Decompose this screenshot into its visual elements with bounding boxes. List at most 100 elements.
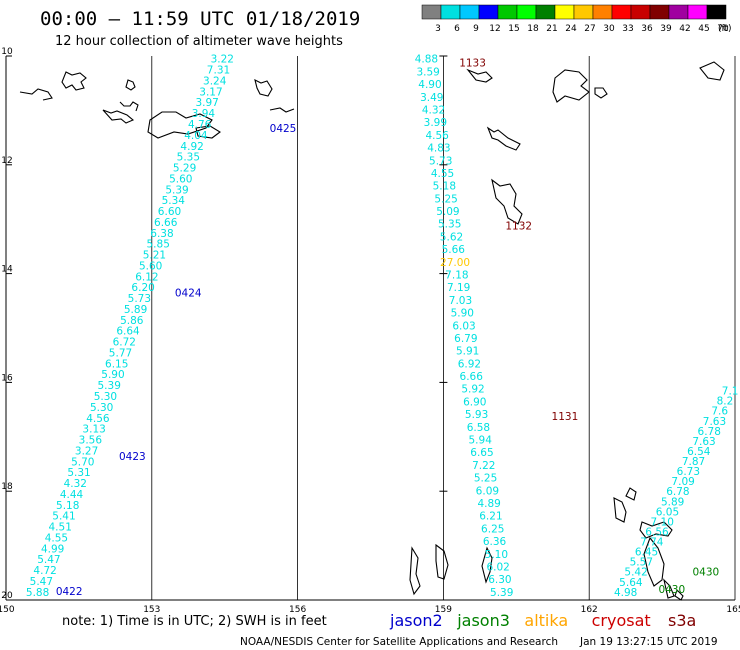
track-time-label: 0430 xyxy=(692,567,719,579)
x-tick-label: 165 xyxy=(726,605,740,615)
wave-height-value: 5.41 xyxy=(52,511,75,523)
wave-height-value: 5.62 xyxy=(440,231,463,243)
coastline-island xyxy=(625,487,637,501)
wave-height-value: 6.90 xyxy=(463,396,486,408)
track-time-label: 0425 xyxy=(270,123,297,135)
wave-height-value: 6.66 xyxy=(460,371,484,383)
wave-height-value: 5.60 xyxy=(139,260,162,272)
legend-label: 21 xyxy=(546,24,557,34)
legend-unit: (ft) xyxy=(718,24,732,34)
wave-height-value: 5.30 xyxy=(94,391,117,403)
coastline-island xyxy=(102,109,135,124)
wave-height-value: 6.92 xyxy=(458,358,481,370)
x-tick-label: 150 xyxy=(0,605,15,615)
coastline-island xyxy=(119,101,139,112)
coastlines xyxy=(19,61,725,601)
satellite-name-jason3: jason3 xyxy=(456,611,510,630)
wave-height-value: 7.22 xyxy=(472,460,495,472)
x-tick-label: 159 xyxy=(435,605,452,615)
legend-swatch xyxy=(440,4,461,20)
wave-height-value: 4.83 xyxy=(427,143,450,155)
wave-height-value: 5.30 xyxy=(90,402,113,414)
x-tick-label: 156 xyxy=(289,605,306,615)
wave-height-value: 7.63 xyxy=(692,436,715,448)
legend-swatch xyxy=(554,4,575,20)
wave-height-value: 5.73 xyxy=(128,293,151,305)
chart-subtitle: 12 hour collection of altimeter wave hei… xyxy=(55,34,343,49)
wave-height-value: 3.49 xyxy=(420,92,443,104)
wave-height-value: 6.78 xyxy=(666,486,689,498)
legend-swatch xyxy=(630,4,651,20)
coastline-island xyxy=(147,111,213,139)
wave-height-value: 6.12 xyxy=(135,271,158,283)
wave-height-value: 5.91 xyxy=(456,346,479,358)
wave-height-value: 8.2 xyxy=(717,396,734,408)
wave-height-value: 6.54 xyxy=(687,446,711,458)
wave-height-value: 5.35 xyxy=(438,219,461,231)
wave-height-value: 4.90 xyxy=(418,79,441,91)
wave-height-value: 7.63 xyxy=(703,416,726,428)
coastline-island xyxy=(19,88,53,101)
legend-label: 12 xyxy=(489,24,500,34)
wave-height-value: 3.27 xyxy=(75,445,98,457)
wave-height-value: 7.19 xyxy=(447,282,470,294)
chart-title: 00:00 – 11:59 UTC 01/18/2019 xyxy=(40,8,360,30)
legend-label: 33 xyxy=(622,24,633,34)
wave-height-value: 4.56 xyxy=(425,130,449,142)
wave-height-value: 5.66 xyxy=(442,244,466,256)
legend-label: 9 xyxy=(473,24,479,34)
legend-label: 3 xyxy=(435,24,441,34)
wave-height-value: 5.86 xyxy=(120,315,144,327)
legend-swatch xyxy=(478,4,499,20)
coastline-island xyxy=(481,546,493,584)
coastline-island xyxy=(195,125,221,139)
wave-height-value: 4.55 xyxy=(45,532,68,544)
wave-height-value: 27.00 xyxy=(440,257,470,269)
coastline-island xyxy=(125,79,136,91)
track-time-label: 1133 xyxy=(459,58,486,70)
wave-height-value: 5.39 xyxy=(98,380,121,392)
wave-height-value: 7.18 xyxy=(445,270,468,282)
coastline-island xyxy=(639,521,673,539)
satellite-names: jason2 jason3 altika cryosat s3a xyxy=(389,611,696,630)
wave-height-value: 5.09 xyxy=(436,206,459,218)
wave-height-value: 6.65 xyxy=(470,447,493,459)
wave-height-value: 4.32 xyxy=(422,104,445,116)
wave-height-value: 3.59 xyxy=(416,66,439,78)
wave-height-value: 6.09 xyxy=(476,485,499,497)
wave-height-value: 3.97 xyxy=(195,97,218,109)
legend-label: 15 xyxy=(508,24,519,34)
map-axes: 150 153 156 159 162 165 10 12 14 16 18 20 xyxy=(0,47,740,615)
wave-height-value: 3.99 xyxy=(424,117,447,129)
wave-height-value: 6.38 xyxy=(150,228,173,240)
coastline-island xyxy=(613,497,627,523)
y-tick-label: 16 xyxy=(1,373,13,383)
wave-height-value: 5.18 xyxy=(433,181,456,193)
coastline-island xyxy=(663,578,675,599)
footer-note: note: 1) Time is in UTC; 2) SWH is in fe… xyxy=(62,614,327,629)
wave-height-value: 4.44 xyxy=(60,489,84,501)
legend-swatch xyxy=(668,4,689,20)
wave-height-value: 5.47 xyxy=(37,554,60,566)
wave-height-value: 5.18 xyxy=(56,500,79,512)
wave-height-value: 5.35 xyxy=(177,152,200,164)
wave-height-value: 7.03 xyxy=(449,295,472,307)
coastline-island xyxy=(466,68,493,83)
wave-height-value: 5.89 xyxy=(124,304,147,316)
wave-height-value: 6.72 xyxy=(113,337,136,349)
wave-height-value: 7.74 xyxy=(640,537,664,549)
wave-height-value: 5.94 xyxy=(469,435,493,447)
coastline-island xyxy=(643,536,665,587)
wave-height-value: 5.85 xyxy=(147,239,170,251)
wave-height-value: 3.56 xyxy=(79,435,103,447)
wave-height-value: 3.22 xyxy=(211,54,234,66)
wave-height-value: 6.30 xyxy=(488,574,511,586)
wave-height-value: 6.25 xyxy=(481,523,504,535)
wave-height-value: 6.45 xyxy=(635,547,658,559)
legend-label: 6 xyxy=(454,24,460,34)
wave-height-value: 5.92 xyxy=(461,384,484,396)
y-tick-label: 14 xyxy=(1,265,13,275)
wave-height-value: 7.09 xyxy=(671,476,694,488)
wave-height-value: 4.55 xyxy=(431,168,454,180)
